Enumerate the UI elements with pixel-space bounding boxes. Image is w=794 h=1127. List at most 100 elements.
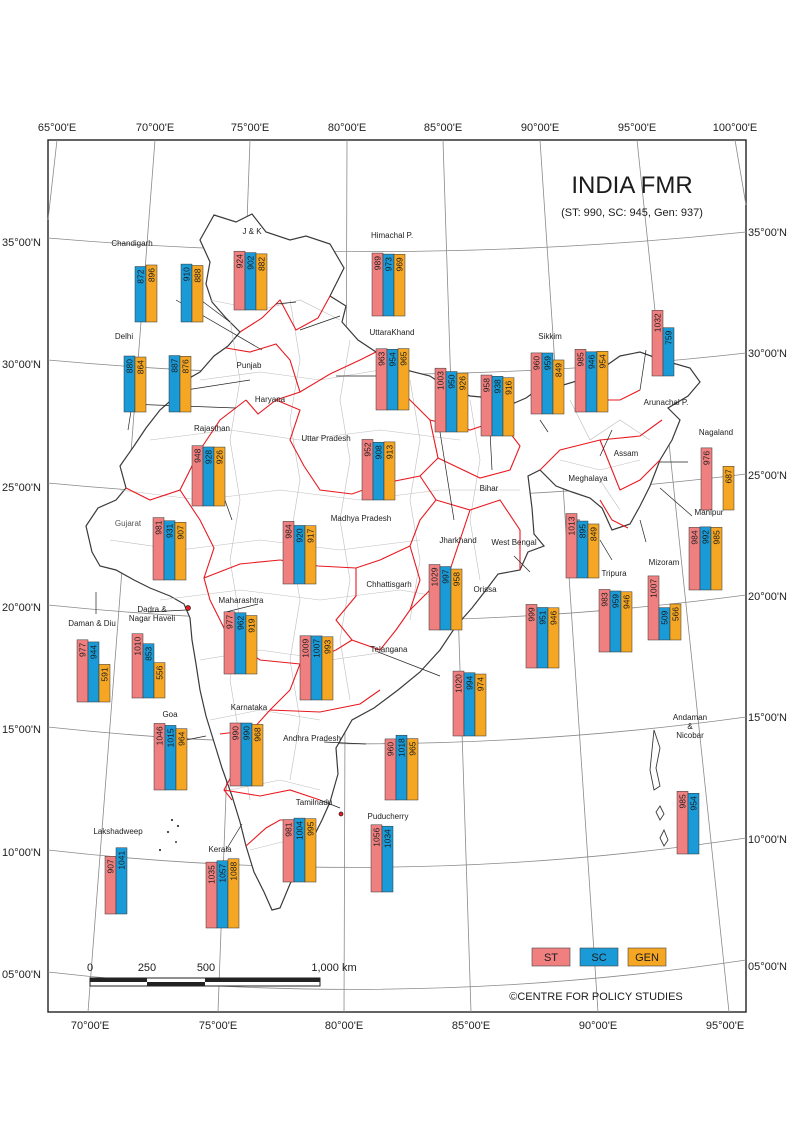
bar-value-label: 908 (374, 445, 384, 459)
map-title: INDIA FMR (571, 172, 692, 199)
andaman-islands (649, 729, 669, 847)
region-label-nagaland: Nagaland (699, 428, 733, 437)
bar-value-label: 951 (538, 610, 548, 624)
region-labels: Chandigarh J & K Himachal P. Delhi UttaraKha… (68, 227, 733, 854)
bar-value-label: 895 (578, 524, 588, 538)
leader-line (599, 539, 613, 561)
bar-value-label: 946 (549, 611, 559, 625)
puducherry-marker (338, 811, 344, 817)
bar-group-maharashtra: 977 962 919 (223, 611, 258, 675)
legend-label: SC (591, 952, 606, 964)
bar-value-label: 1032 (653, 313, 663, 332)
bar-value-label: 902 (246, 255, 256, 269)
scale-bar: 0 250 500 1,000 km (87, 962, 357, 987)
bar-sc (115, 847, 128, 915)
bar-group-meghalaya: 985 946 954 (574, 349, 609, 413)
bar-group-mizoram: 1007 509 566 (647, 575, 682, 641)
leader-line (275, 301, 297, 305)
bar-value-label: 888 (193, 268, 203, 282)
bar-gen (383, 441, 396, 501)
bar-gen (251, 724, 264, 787)
bar-value-label: 962 (236, 616, 246, 630)
bar-group-karnataka: 990 990 968 (229, 722, 264, 787)
bar-value-label: 896 (147, 268, 157, 282)
left-tick-label: 25°00'N (2, 482, 41, 494)
right-tick-label: 35°00'N (748, 227, 787, 239)
bar-value-label: 985 (678, 794, 688, 808)
bar-value-label: 984 (690, 530, 700, 544)
bar-value-label: 1007 (649, 579, 659, 598)
legend-label: GEN (635, 952, 659, 964)
bar-value-label: 917 (306, 528, 316, 542)
bar-value-label: 960 (386, 742, 396, 756)
legend-item-st: ST (531, 947, 571, 967)
bar-gen (552, 359, 565, 415)
bar-gen (406, 738, 419, 801)
leader-line (185, 379, 251, 391)
bar-value-label: 913 (385, 445, 395, 459)
top-tick-label: 80°00'E (328, 122, 366, 134)
bar-value-label: 976 (702, 451, 712, 465)
bar-value-label: 974 (476, 677, 486, 691)
leader-line (513, 555, 531, 573)
right-tick-label: 30°00'N (748, 348, 787, 360)
bar-group-jharkhand: 1029 997 958 (428, 564, 463, 631)
top-tick-label: 85°00'E (424, 122, 462, 134)
bar-value-label: 954 (388, 352, 398, 366)
legend-item-sc: SC (579, 947, 619, 967)
bottom-tick-label: 95°00'E (706, 1020, 744, 1032)
leader-line (197, 297, 231, 323)
top-tick-label: 65°00'E (38, 122, 76, 134)
region-label-uttarakhand: UttaraKhand (370, 328, 415, 337)
left-tick-label: 05°00'N (2, 969, 41, 981)
bar-value-label: 1004 (295, 821, 305, 840)
region-label-maharashtra: Maharashtra (219, 596, 264, 605)
bar-value-label: 946 (587, 355, 597, 369)
bar-value-label: 1007 (312, 639, 322, 658)
bar-value-label: 1010 (133, 636, 143, 655)
bar-value-label: 964 (177, 731, 187, 745)
bar-gen (245, 615, 258, 675)
bar-gen (722, 466, 735, 511)
region-label-bihar: Bihar (480, 484, 499, 493)
bar-value-label: 999 (527, 607, 537, 621)
region-label-telangana: Telangana (371, 645, 408, 654)
bar-gen (502, 377, 515, 437)
bar-group-bihar: 1003 950 926 (434, 367, 469, 433)
bar-value-label: 952 (363, 442, 373, 456)
region-label-orissa: Orissa (473, 585, 497, 594)
left-tick-label: 35°00'N (2, 237, 41, 249)
bar-value-label: 1013 (567, 516, 577, 535)
bar-group-lakshadweep: 907 1041 (104, 847, 128, 915)
bar-group-gujarat: 981 931 907 (152, 517, 187, 581)
region-label-karnataka: Karnataka (231, 703, 268, 712)
bar-value-label: 990 (242, 726, 252, 740)
bar-value-label: 965 (399, 351, 409, 365)
region-label-chandigarh: Chandigarh (111, 239, 152, 248)
bar-value-label: 920 (295, 528, 305, 542)
region-label-gujarat: Gujarat (115, 519, 142, 528)
region-label-mizoram: Mizoram (649, 558, 680, 567)
region-label-delhi: Delhi (115, 332, 133, 341)
bar-value-label: 963 (377, 351, 387, 365)
region-label-chhattisgarh: Chhattisgarh (366, 580, 411, 589)
bar-value-label: 1088 (229, 862, 239, 881)
top-tick-label: 90°00'E (521, 122, 559, 134)
region-label-rajasthan: Rajasthan (194, 424, 230, 433)
bar-value-label: 556 (155, 665, 165, 679)
bar-group-assam: 958 938 916 (480, 374, 515, 437)
region-label-tamilnadu: Tamilnadu (296, 798, 332, 807)
bar-group-j-k: 924 902 882 (233, 250, 268, 311)
right-tick-label: 25°00'N (748, 470, 787, 482)
bar-gen (321, 636, 334, 701)
scale-label-500: 500 (197, 962, 215, 974)
bar-group-himachal-p-: 989 973 969 (371, 252, 406, 317)
bar-value-label: 910 (182, 267, 192, 281)
bar-gen (474, 673, 487, 737)
leader-line (323, 741, 367, 745)
bar-value-label: 1020 (454, 674, 464, 693)
legend-swatch (579, 947, 619, 967)
